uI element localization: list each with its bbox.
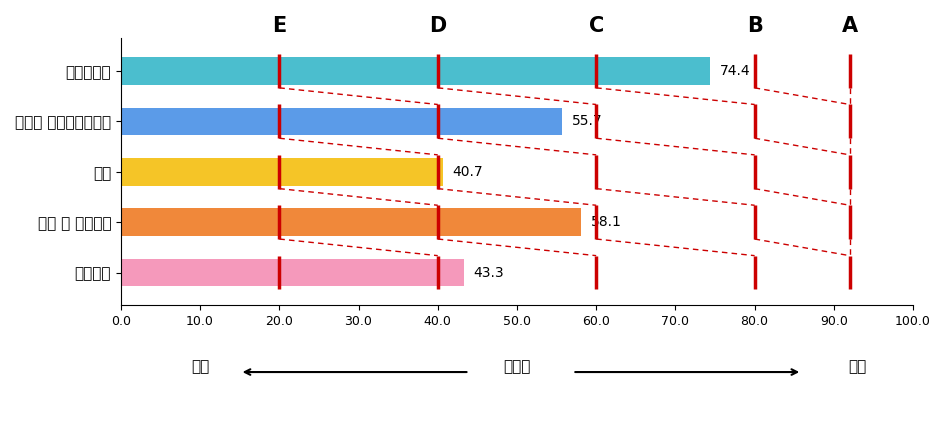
Text: B: B <box>746 16 762 36</box>
Bar <box>121 208 581 236</box>
Text: 낮음: 낮음 <box>191 359 209 374</box>
Text: 높음: 높음 <box>849 359 867 374</box>
Bar <box>121 259 464 286</box>
Bar <box>121 57 710 85</box>
Text: A: A <box>842 16 858 36</box>
Text: 55.7: 55.7 <box>571 114 603 128</box>
Text: 건강성: 건강성 <box>503 359 531 374</box>
Text: E: E <box>272 16 287 36</box>
Text: 58.1: 58.1 <box>590 215 622 229</box>
Text: 43.3: 43.3 <box>473 265 504 280</box>
Text: D: D <box>429 16 447 36</box>
Text: 40.7: 40.7 <box>453 165 483 179</box>
Text: 74.4: 74.4 <box>720 64 750 78</box>
Text: C: C <box>588 16 604 36</box>
Bar <box>121 158 444 186</box>
Bar <box>121 108 562 135</box>
